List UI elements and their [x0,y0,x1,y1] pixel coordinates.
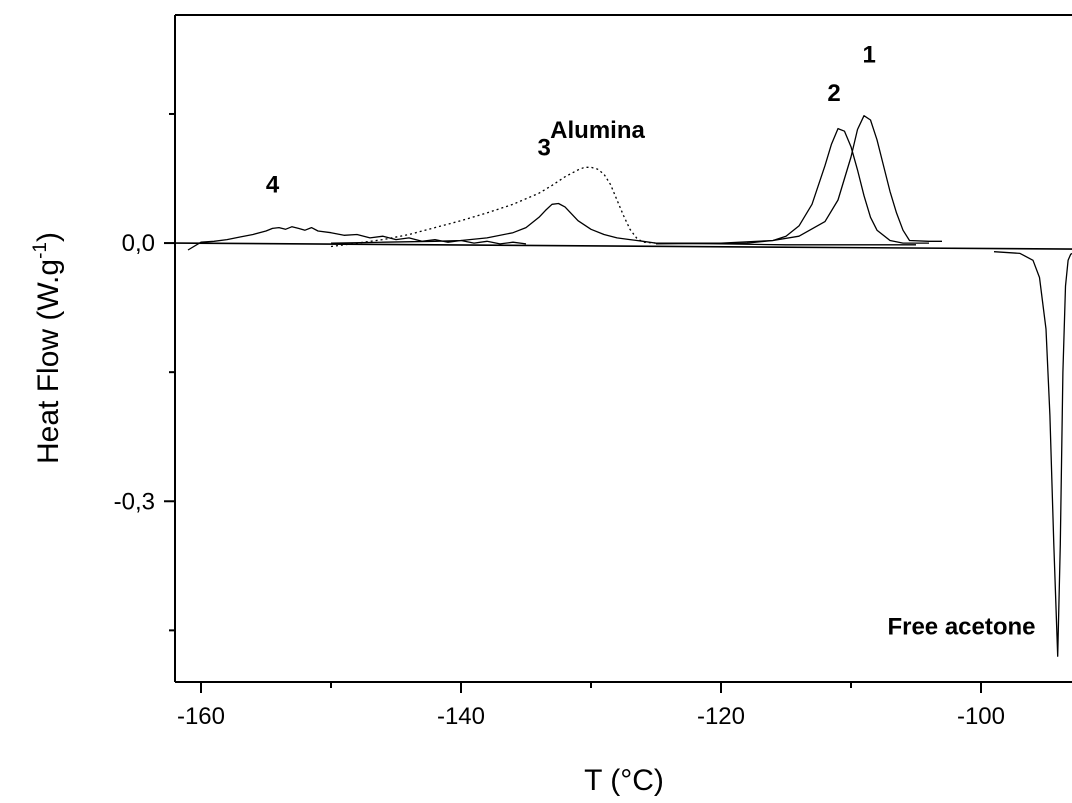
x-tick-label: -100 [957,703,1005,730]
annotation-label: 2 [827,80,840,107]
axis-ticks: -160 -140 -120 -100 0,0 -0,3 [114,112,1005,730]
x-tick-label: -120 [697,703,745,730]
series-line-3 [330,202,916,246]
plot-area [174,14,1072,683]
x-tick-label: -160 [177,703,225,730]
annotation-label: 3 [538,134,551,161]
annotation-label: Free acetone [887,614,1035,641]
y-tick-label: -0,3 [114,488,155,515]
series-line-2 [655,127,929,245]
data-series [174,115,1072,657]
annotation-label: Alumina [550,117,645,144]
y-axis-title-main: Heat Flow (W.g [32,259,65,464]
series-line-4 [187,226,527,251]
y-axis-title: Heat Flow (W.g-1) [30,232,65,464]
series-line-alumina [330,166,669,248]
series-line-1 [656,115,942,244]
y-tick-label: 0,0 [122,230,155,257]
annotation-label: 1 [863,41,876,68]
y-axis-title-close: ) [32,232,65,242]
series-line-free-acetone [993,251,1072,657]
baseline-line [174,242,1072,250]
x-tick-label: -140 [437,703,485,730]
y-axis-title-sup: -1 [30,242,51,259]
annotation-label: 4 [266,171,280,198]
x-axis-title: T (°C) [584,764,664,797]
